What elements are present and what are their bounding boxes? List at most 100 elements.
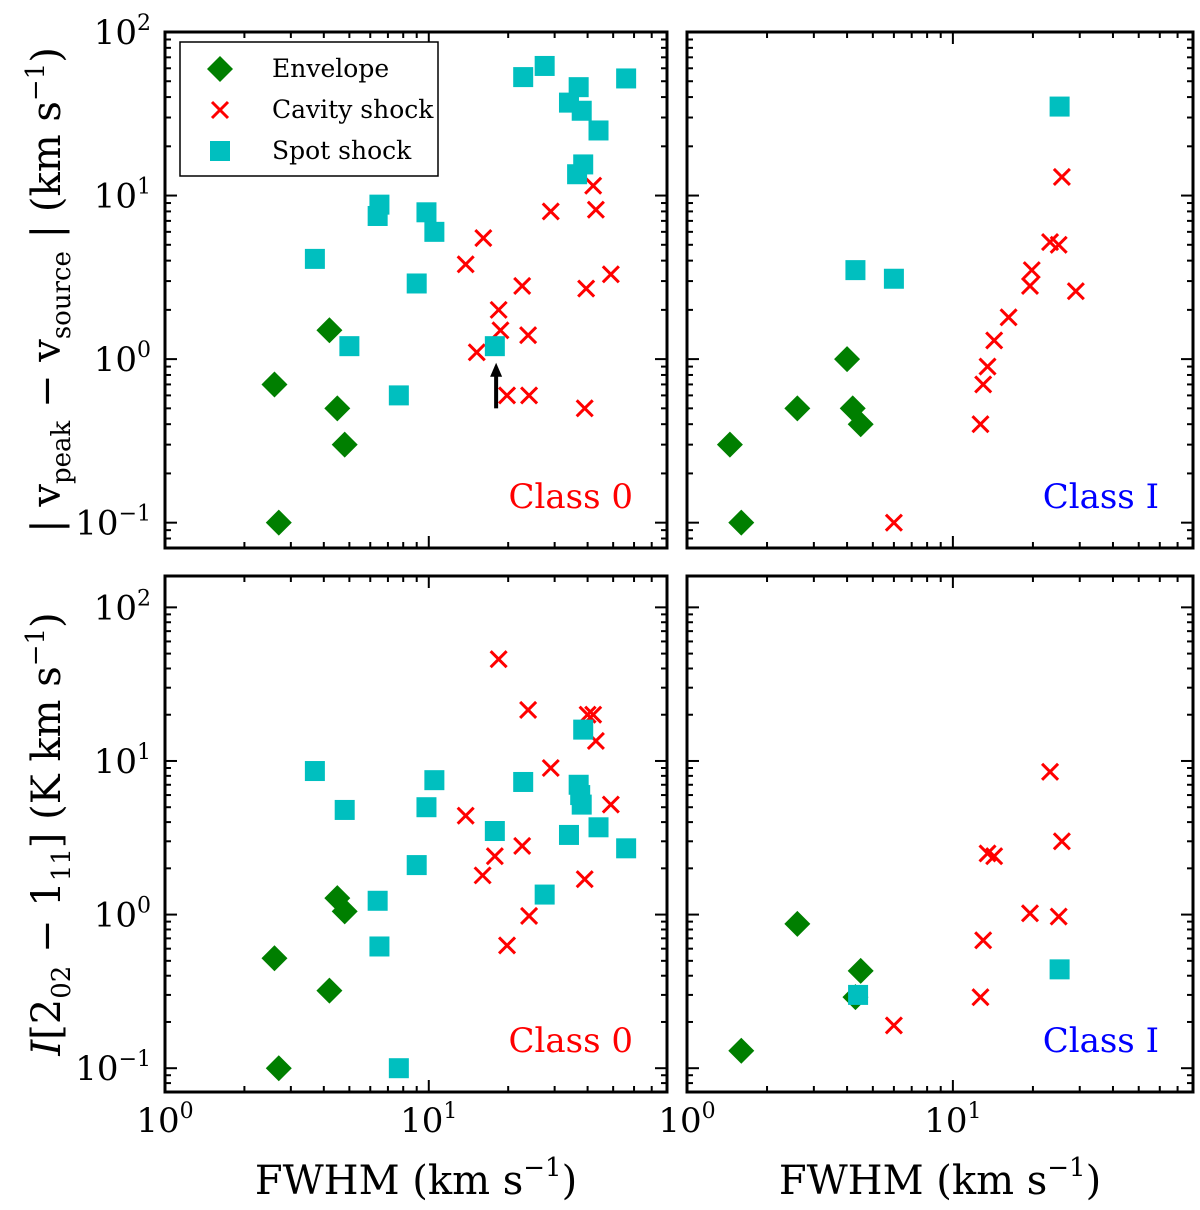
series-spot-shock xyxy=(304,55,637,406)
spot-shock-point xyxy=(484,821,505,842)
cavity-shock-point xyxy=(541,758,560,778)
spot-shock-point xyxy=(406,855,427,876)
x-tick-label: 101 xyxy=(400,1099,457,1141)
spot-shock-point xyxy=(367,890,388,911)
series-envelope xyxy=(716,346,874,536)
cavity-shock-point xyxy=(999,308,1018,327)
x-axis-label: FWHM (km s−1) xyxy=(779,1153,1101,1204)
envelope-point xyxy=(265,1055,292,1082)
y-tick-label: 100 xyxy=(94,894,151,936)
cavity-shock-point xyxy=(1022,261,1041,280)
upper-limit-arrowhead xyxy=(490,362,503,377)
spot-shock-point xyxy=(573,154,594,175)
envelope-point xyxy=(847,411,874,438)
cavity-shock-point xyxy=(575,870,594,889)
panel-top-left xyxy=(163,30,669,550)
series-envelope xyxy=(261,885,358,1082)
envelope-point xyxy=(784,395,811,422)
axes-layer xyxy=(163,30,1195,1094)
spot-shock-point xyxy=(568,77,589,98)
envelope-point xyxy=(261,945,288,972)
cavity-shock-point xyxy=(577,279,596,298)
cavity-shock-point xyxy=(1020,904,1040,923)
spot-shock-point xyxy=(616,838,637,859)
legend: Envelope Cavity shock Spot shock xyxy=(179,41,439,177)
y-axis-label-top: | vpeak − vsource | (km s−1) xyxy=(21,47,77,533)
class-label: Class I xyxy=(1043,1021,1159,1061)
cavity-shock-point xyxy=(520,906,539,925)
spot-shock-point xyxy=(848,984,869,1005)
spot-shock-point xyxy=(304,248,325,269)
spot-shock-point xyxy=(388,1058,409,1079)
cavity-shock-point xyxy=(974,375,993,394)
cavity-shock-point xyxy=(584,176,603,195)
spot-shock-point xyxy=(1049,959,1070,980)
x-tick-label: 100 xyxy=(658,1099,715,1141)
cavity-shock-point xyxy=(485,847,504,866)
y-tick-label: 101 xyxy=(94,740,151,782)
legend-spot-shock-marker xyxy=(210,141,230,161)
cavity-shock-point xyxy=(474,228,493,248)
series-spot-shock xyxy=(845,96,1070,289)
cavity-shock-point xyxy=(497,936,517,955)
panel-top-right xyxy=(685,30,1195,550)
cavity-shock-point xyxy=(601,795,620,814)
envelope-point xyxy=(716,431,743,458)
envelope-point xyxy=(834,346,861,373)
spot-shock-point xyxy=(334,799,355,820)
spot-shock-point xyxy=(534,55,555,76)
spot-shock-point xyxy=(369,194,390,215)
cavity-shock-point xyxy=(974,931,993,950)
spot-shock-point xyxy=(845,260,866,281)
series-spot-shock xyxy=(848,959,1070,1005)
spot-shock-point xyxy=(1049,96,1070,117)
spot-shock-point xyxy=(534,884,555,905)
cavity-shock-point xyxy=(497,386,517,405)
cavity-shock-point xyxy=(1040,762,1060,781)
cavity-shock-point xyxy=(489,300,508,319)
cavity-shock-point xyxy=(1020,276,1040,296)
cavity-shock-point xyxy=(513,276,532,296)
spot-shock-point xyxy=(513,771,534,792)
y-tick-label: 10−1 xyxy=(75,1047,151,1089)
y-tick-label: 102 xyxy=(94,11,151,53)
cavity-shock-point xyxy=(519,700,538,719)
spot-shock-point xyxy=(388,385,409,406)
envelope-point xyxy=(784,910,811,937)
panel-bottom-left xyxy=(163,574,669,1094)
cavity-shock-point xyxy=(1049,235,1068,254)
spot-shock-point xyxy=(416,797,437,818)
y-tick-label: 100 xyxy=(94,338,151,380)
spot-shock-point xyxy=(424,221,445,242)
series-spot-shock xyxy=(304,719,637,1079)
marks-layer xyxy=(261,55,1085,1082)
legend-cavity-shock-marker xyxy=(210,100,230,120)
spot-shock-point xyxy=(339,336,360,357)
cavity-shock-point xyxy=(491,321,510,340)
legend-label: Cavity shock xyxy=(272,95,434,124)
envelope-point xyxy=(847,957,874,984)
envelope-point xyxy=(261,371,288,398)
cavity-shock-point xyxy=(601,265,620,284)
envelope-point xyxy=(324,395,351,422)
labels-layer: 10−1 100 101 102 Class 0 Class I 100 101 10−1 100… xyxy=(21,11,1159,1204)
cavity-shock-point xyxy=(985,847,1004,866)
spot-shock-point xyxy=(571,100,592,121)
cavity-shock-point xyxy=(586,200,605,219)
cavity-shock-point xyxy=(541,202,560,221)
x-tick-label: 101 xyxy=(924,1099,981,1141)
spot-shock-point xyxy=(571,794,592,815)
spot-shock-point xyxy=(588,817,609,838)
envelope-point xyxy=(265,509,292,536)
cavity-shock-point xyxy=(575,399,594,418)
legend-label: Spot shock xyxy=(272,136,412,165)
y-tick-label: 101 xyxy=(94,175,151,217)
spot-shock-point xyxy=(573,719,594,740)
class-label: Class 0 xyxy=(509,477,634,517)
cavity-shock-point xyxy=(1052,167,1071,186)
envelope-point xyxy=(331,898,358,925)
cavity-shock-point xyxy=(971,988,990,1007)
cavity-shock-point xyxy=(456,806,475,825)
envelope-point xyxy=(316,317,343,344)
series-cavity-shock xyxy=(456,176,620,418)
